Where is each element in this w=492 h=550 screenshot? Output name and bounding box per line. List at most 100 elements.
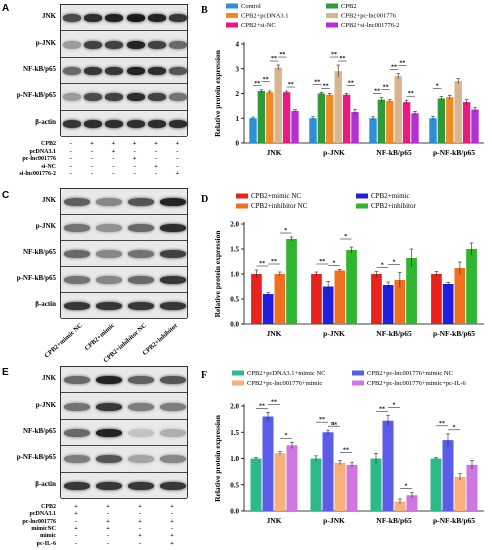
blot-band xyxy=(62,93,81,102)
blot-band xyxy=(159,481,187,490)
significance-label: ** xyxy=(254,81,260,87)
condition-label: pc-lnc001776 xyxy=(22,518,56,525)
significance-label: ns xyxy=(331,421,337,427)
blot-band xyxy=(95,481,123,490)
bar xyxy=(454,81,462,143)
condition-mark: + xyxy=(175,140,180,147)
blot-band xyxy=(169,119,188,128)
bar xyxy=(251,274,262,324)
lane-label: CPB2+mimic NC xyxy=(43,322,84,360)
blot-band xyxy=(159,455,187,464)
bar xyxy=(334,462,346,511)
panel-c-letter: C xyxy=(2,190,10,201)
significance-label: * xyxy=(285,433,288,439)
bar xyxy=(431,274,442,324)
bar xyxy=(326,94,334,143)
condition-mark: - xyxy=(138,524,142,532)
condition-mark: + xyxy=(132,140,137,147)
y-tick-label: 1.5 xyxy=(230,246,239,254)
blot-band xyxy=(159,250,187,258)
x-tick-label: p-NF-kB/p65 xyxy=(433,148,475,157)
blot-band xyxy=(63,429,91,437)
legend-swatch xyxy=(326,22,338,28)
bar xyxy=(442,284,454,324)
y-axis-label: Relative protein expression xyxy=(213,49,222,137)
condition-mark: - xyxy=(133,170,136,178)
bar xyxy=(249,118,257,143)
blot-band xyxy=(84,67,102,75)
blot-band xyxy=(63,224,91,232)
blot-row xyxy=(61,419,187,447)
y-axis-label: Relative protein expression xyxy=(213,230,222,318)
condition-mark: - xyxy=(74,539,78,547)
legend-label: CPB2+inhibitor NC xyxy=(251,202,308,210)
bar xyxy=(351,112,359,143)
significance-label: ** xyxy=(439,421,445,427)
condition-mark: + xyxy=(175,170,180,178)
significance-label: * xyxy=(381,263,384,269)
bar xyxy=(370,458,382,511)
blot-panel-a xyxy=(60,4,188,137)
y-tick-label: 2.0 xyxy=(230,221,239,229)
blot-band xyxy=(159,429,187,437)
blot-band xyxy=(169,93,188,102)
bar xyxy=(382,285,394,324)
x-tick-label: JNK xyxy=(267,148,282,157)
condition-mark: - xyxy=(90,170,94,178)
chart-f: F CPB2+pcDNA3.1+mimic NC CPB2+pc-lnc001776… xyxy=(201,370,484,525)
condition-label: pcDNA3.1 xyxy=(29,511,57,518)
significance-label: * xyxy=(344,234,347,240)
condition-mark: - xyxy=(176,162,179,170)
condition-mark: + xyxy=(170,532,174,540)
legend-label: CPB2+pc-lnc001776+mimic NC xyxy=(367,370,453,377)
condition-mark: + xyxy=(170,539,174,547)
significance-label: * xyxy=(333,261,336,267)
blot-row xyxy=(61,189,187,215)
blot-row-label: JNK xyxy=(42,196,56,204)
bar xyxy=(309,118,317,143)
significance-label: ** xyxy=(288,82,294,88)
condition-label: pc-IL-6 xyxy=(36,540,56,547)
condition-label: si-NC xyxy=(41,163,56,170)
bar xyxy=(454,476,466,511)
significance-label: ** xyxy=(319,417,325,423)
condition-mark: + xyxy=(138,517,142,525)
blot-band xyxy=(105,67,124,75)
bar xyxy=(429,118,437,143)
blot-band xyxy=(95,402,123,411)
blot-band xyxy=(63,402,91,411)
bar xyxy=(386,100,394,143)
blot-row-label: β-actin xyxy=(35,300,56,308)
condition-mark: + xyxy=(154,140,158,147)
bar xyxy=(406,495,418,511)
condition-mark: + xyxy=(74,503,78,510)
significance-label: * xyxy=(393,402,396,408)
y-tick-label: 1.0 xyxy=(230,455,239,463)
condition-mark: - xyxy=(106,510,110,518)
bar xyxy=(291,110,299,143)
y-tick-label: 1 xyxy=(236,115,240,123)
y-tick-label: 1.5 xyxy=(230,429,239,437)
y-tick-label: 2 xyxy=(236,90,240,98)
condition-mark: - xyxy=(133,162,136,170)
blot-panel-c xyxy=(60,188,188,319)
condition-mark: - xyxy=(170,524,174,532)
blot-band xyxy=(95,302,123,310)
bar xyxy=(322,432,334,511)
bar xyxy=(334,270,346,324)
condition-mark: - xyxy=(74,532,78,540)
significance-label: ** xyxy=(271,259,277,265)
legend-label: CPB2+si-lnc001776-2 xyxy=(341,22,400,29)
blot-row-label: NF-kB/p65 xyxy=(22,427,56,435)
blot-band xyxy=(62,14,81,23)
blot-row xyxy=(61,110,188,137)
blot-band xyxy=(62,119,81,128)
significance-label: ** xyxy=(263,77,269,83)
significance-label: * xyxy=(393,260,396,266)
bar xyxy=(310,458,322,511)
condition-mark: - xyxy=(112,162,115,170)
condition-mark: + xyxy=(106,524,110,532)
blot-band xyxy=(63,276,91,284)
chart-b: B Control CPB2 CPB2+pcDNA3.1 CPB2+pc-lnc0017… xyxy=(201,3,484,157)
blot-band xyxy=(63,376,91,385)
